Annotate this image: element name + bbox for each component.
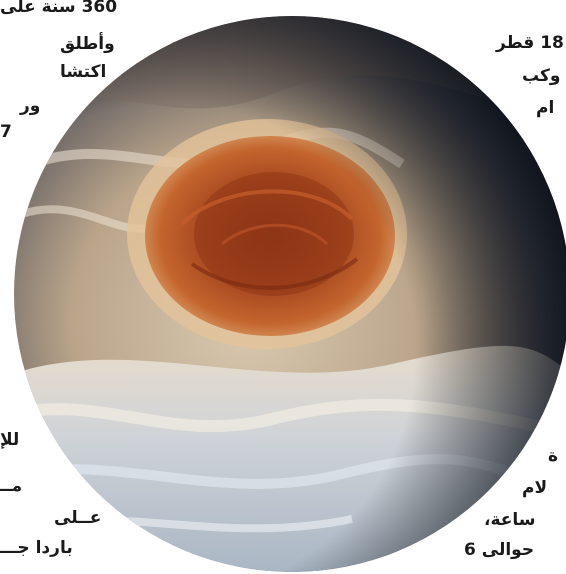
text-fragment: ام <box>536 98 555 118</box>
planet-photo <box>12 14 566 574</box>
text-fragment: باردا جـــ <box>0 538 73 558</box>
text-fragment: ة <box>548 446 559 466</box>
text-fragment: عــلى <box>54 508 102 528</box>
text-fragment: 18 قطر <box>496 33 564 53</box>
text-fragment: مــ <box>0 476 23 496</box>
text-fragment: ساعة، <box>484 510 536 530</box>
text-fragment: 7 <box>0 122 12 142</box>
text-fragment: اكتشا <box>60 62 107 82</box>
text-fragment: لام <box>522 478 548 498</box>
text-fragment: وكب <box>522 66 561 86</box>
text-fragment: 360 سنة على <box>0 0 118 17</box>
text-fragment: ور <box>20 96 41 116</box>
text-fragment: وأطلق <box>60 34 115 54</box>
text-fragment: للإ <box>0 430 20 450</box>
great-red-spot-image <box>14 16 566 572</box>
text-fragment: حوالى 6 <box>464 540 535 560</box>
